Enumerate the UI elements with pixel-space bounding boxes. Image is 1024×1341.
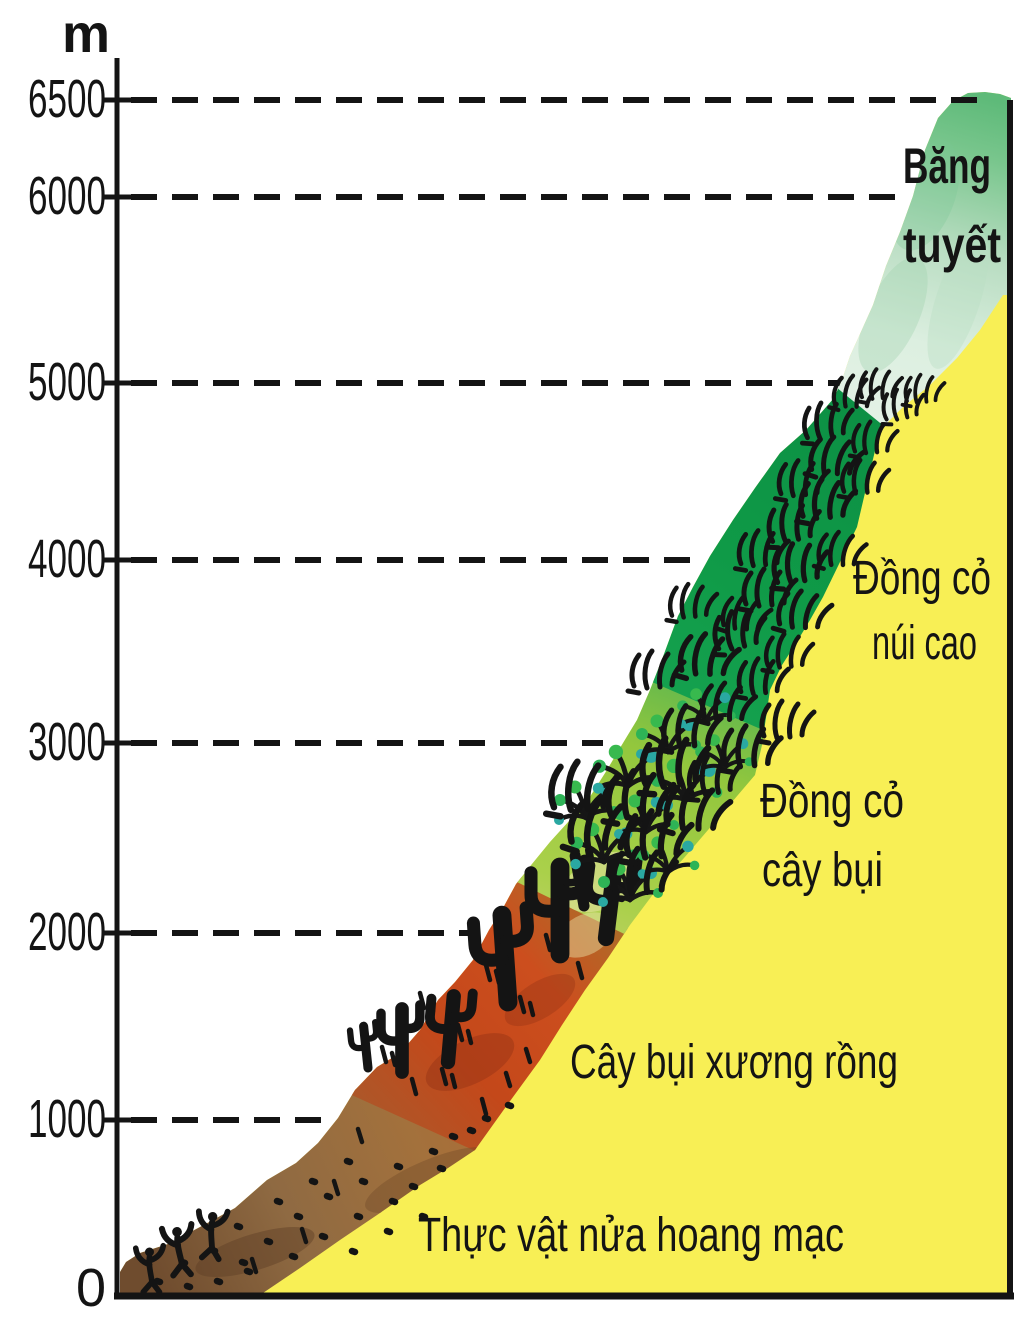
axis-unit-label: m (62, 4, 110, 64)
snow-zone-label-line2: tuyết (903, 217, 1001, 273)
zone-labels: Băng tuyết Đồng cỏ núi cao Đồng cỏ cây b… (418, 138, 1001, 1262)
shrub-grassland-label-line1: Đồng cỏ (760, 775, 904, 828)
tick-label-3000: 3000 (28, 712, 106, 772)
snow-texture-blob (858, 257, 928, 373)
shrub-haze-blob (556, 912, 614, 958)
tick-label-5000: 5000 (28, 352, 106, 412)
alpine-meadow-label-line2: núi cao (872, 617, 977, 670)
shrub-grassland-label-line2: cây bụi (762, 844, 883, 897)
snow-texture-blob (927, 231, 989, 369)
tick-label-6000: 6000 (28, 166, 106, 226)
pebble-dots (153, 1101, 515, 1291)
snow-zone-label-line1: Băng (903, 138, 991, 194)
cactus-shrub-label: Cây bụi xương rồng (570, 1036, 898, 1089)
axes (104, 58, 1014, 1300)
tick-label-6500: 6500 (28, 69, 106, 129)
axis-labels: m 6500 6000 5000 4000 3000 2000 1000 0 (28, 4, 110, 1318)
cactus-icon (349, 1022, 379, 1069)
tick-label-4000: 4000 (28, 529, 106, 589)
alpine-meadow-label-line1: Đồng cỏ (853, 552, 991, 605)
desert-shade (195, 1227, 315, 1277)
tick-label-2000: 2000 (28, 902, 106, 962)
cactus-zone-shade (425, 1033, 515, 1091)
gridlines (131, 194, 908, 1123)
mountain-face (120, 92, 1011, 1295)
axis-ticks (104, 97, 132, 1123)
tick-label-1000: 1000 (28, 1089, 106, 1149)
tick-label-0: 0 (76, 1258, 106, 1318)
semi-desert-label: Thực vật nửa hoang mạc (418, 1209, 844, 1262)
